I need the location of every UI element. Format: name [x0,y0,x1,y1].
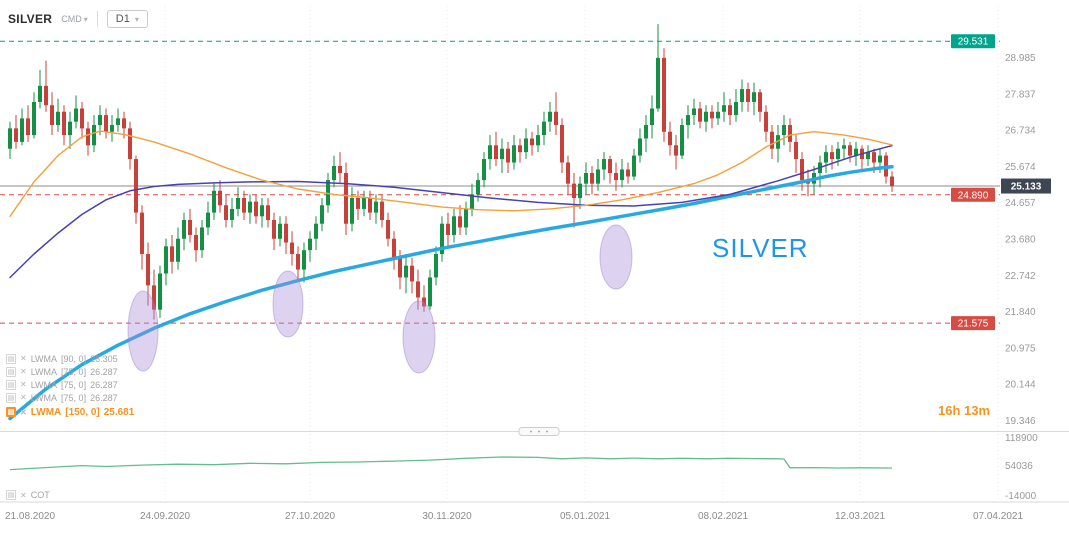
ma-line [9,144,893,279]
indicator-value: 25.681 [103,406,135,418]
svg-text:22.742: 22.742 [1005,271,1036,282]
indicator-name: LWMA [30,406,62,418]
candles-layer [8,24,894,320]
indicator-params: [90, 0] [61,353,87,364]
cot-indicator-panel[interactable] [0,427,1069,503]
indicator-name: LWMA [30,353,58,364]
svg-text:25.674: 25.674 [1005,162,1036,173]
timeframe-selector[interactable]: D1 ▾ [106,10,148,28]
ellipse-annotation [272,270,304,338]
market-label: CMD [61,14,82,24]
legend-row-lwma75-a[interactable]: ▤ ✕ LWMA [75, 0] 26.287 [6,365,134,378]
indicator-params: [75, 0] [61,379,87,390]
drawing-annotations[interactable] [127,224,633,374]
cot-indicator-legend[interactable]: ▤ ✕ COT [6,490,50,500]
indicator-value: 26.305 [90,353,118,364]
indicator-remove-icon[interactable]: ✕ [20,407,27,417]
svg-text:12.03.2021: 12.03.2021 [835,511,885,522]
legend-row-lwma75-c[interactable]: ▤ ✕ LWMA [75, 0] 26.287 [6,391,134,404]
svg-text:24.890: 24.890 [958,190,989,201]
indicator-settings-icon[interactable]: ▤ [6,490,16,500]
indicator-value: 26.287 [90,392,118,403]
svg-text:07.04.2021: 07.04.2021 [973,511,1023,522]
legend-row-lwma150[interactable]: ▤ ✕ LWMA [150, 0] 25.681 [6,404,134,420]
indicator-name: LWMA [30,366,58,377]
indicator-remove-icon[interactable]: ✕ [20,490,27,500]
indicator-settings-icon[interactable]: ▤ [6,366,16,377]
svg-text:08.02.2021: 08.02.2021 [698,511,748,522]
indicator-remove-icon[interactable]: ✕ [20,380,27,389]
svg-text:20.144: 20.144 [1005,380,1036,391]
legend-row-lwma90[interactable]: ▤ ✕ LWMA [90, 0] 26.305 [6,352,134,365]
svg-text:25.133: 25.133 [1011,182,1042,193]
ellipse-annotation [599,224,633,290]
price-tags: 29.531 24.890 21.575 25.133 [951,34,1051,331]
indicator-remove-icon[interactable]: ✕ [20,354,27,363]
indicator-params: [150, 0] [65,406,100,418]
chart-watermark: SILVER [712,233,809,263]
indicator-value: 26.287 [90,379,118,390]
svg-text:24.657: 24.657 [1005,198,1036,209]
ellipse-annotation [127,290,159,372]
svg-text:54036: 54036 [1005,461,1033,472]
indicator-settings-icon[interactable]: ▤ [6,407,16,417]
timeframe-label: D1 [115,13,130,25]
chevron-down-icon: ▾ [134,14,139,24]
indicator-value: 26.287 [90,366,118,377]
svg-text:29.531: 29.531 [958,37,989,48]
indicator-name: COT [30,490,50,500]
indicator-legend: ▤ ✕ LWMA [90, 0] 26.305 ▤ ✕ LWMA [75, 0]… [6,352,134,420]
ma-line [8,164,894,421]
svg-text:21.575: 21.575 [958,319,989,330]
svg-text:118900: 118900 [1005,433,1038,444]
cot-line [9,456,893,471]
price-axis[interactable]: 28.985 27.837 26.734 25.674 24.657 23.680 22.7… [1005,53,1038,502]
indicator-name: LWMA [30,392,58,403]
chevron-down-icon: ▾ [83,14,88,24]
indicator-settings-icon[interactable]: ▤ [6,392,16,403]
legend-row-lwma75-b[interactable]: ▤ ✕ LWMA [75, 0] 26.287 [6,378,134,391]
indicator-settings-icon[interactable]: ▤ [6,353,16,364]
indicator-remove-icon[interactable]: ✕ [20,393,27,402]
svg-text:24.09.2020: 24.09.2020 [140,511,190,522]
svg-text:20.975: 20.975 [1005,343,1036,354]
svg-text:21.840: 21.840 [1005,307,1036,318]
indicator-remove-icon[interactable]: ✕ [20,367,27,376]
svg-text:28.985: 28.985 [1005,53,1036,64]
svg-text:30.11.2020: 30.11.2020 [422,511,472,522]
svg-text:26.734: 26.734 [1005,126,1036,137]
svg-text:05.01.2021: 05.01.2021 [560,511,610,522]
header-divider [96,11,98,27]
moving-averages-layer [8,130,894,421]
candle-countdown: 16h 13m [938,403,991,418]
symbol-name: SILVER [8,12,53,26]
svg-text:27.837: 27.837 [1005,89,1036,100]
gridlines [164,6,999,502]
chart-header: SILVER CMD ▾ D1 ▾ [8,10,148,28]
svg-text:19.346: 19.346 [1005,416,1036,427]
market-selector[interactable]: CMD ▾ [61,14,88,24]
svg-text:21.08.2020: 21.08.2020 [5,511,55,522]
svg-text:23.680: 23.680 [1005,235,1036,246]
indicator-settings-icon[interactable]: ▤ [6,379,16,390]
ma-line [9,130,893,217]
ellipse-annotation [402,300,436,374]
indicator-params: [75, 0] [61,392,87,403]
svg-text:27.10.2020: 27.10.2020 [285,511,335,522]
indicator-params: [75, 0] [61,366,87,377]
indicator-name: LWMA [30,379,58,390]
x-axis-labels[interactable]: 21.08.2020 24.09.2020 27.10.2020 30.11.2020… [5,511,1023,522]
svg-text:-14000: -14000 [1005,491,1037,502]
